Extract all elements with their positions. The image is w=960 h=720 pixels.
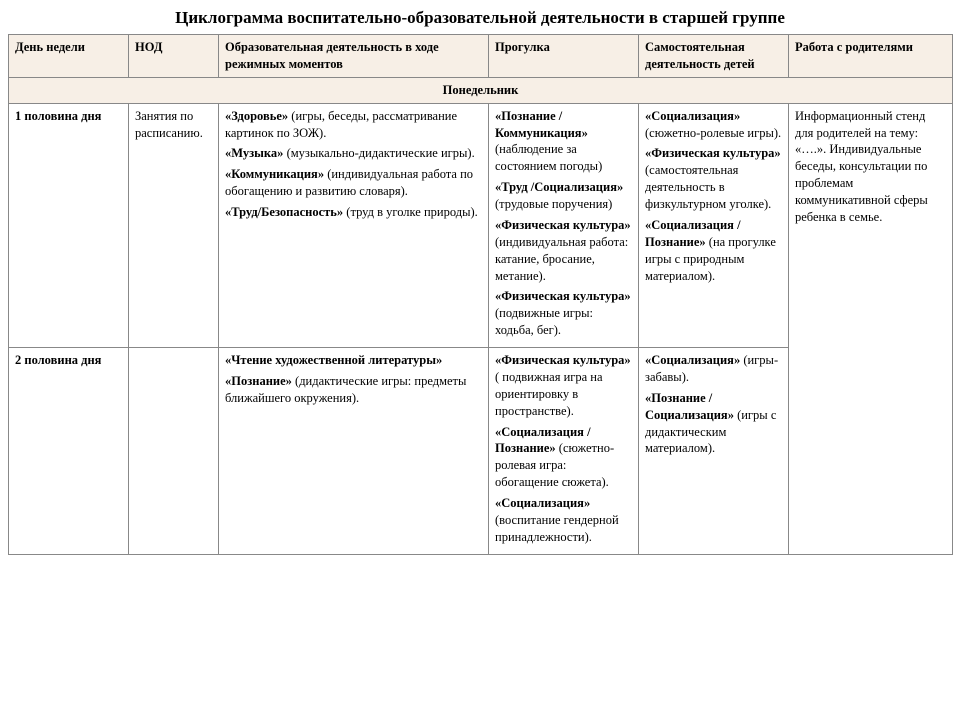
day-label: Понедельник bbox=[9, 77, 953, 103]
cell-parents: Информационный стенд для родителей на те… bbox=[789, 103, 953, 554]
cell-nod-2 bbox=[129, 348, 219, 555]
th-walk: Прогулка bbox=[489, 35, 639, 78]
cell-walk-1: «Познание /Коммуникация» (наблюдение за … bbox=[489, 103, 639, 347]
cell-edu-2: «Чтение художественной литературы» «Позн… bbox=[219, 348, 489, 555]
cell-part-2: 2 половина дня bbox=[9, 348, 129, 555]
cell-self-1: «Социализация» (сюжетно-ролевые игры). «… bbox=[639, 103, 789, 347]
cell-walk-2: «Физическая культура» ( подвижная игра н… bbox=[489, 348, 639, 555]
th-nod: НОД bbox=[129, 35, 219, 78]
table-row: 1 половина дня Занятия по расписанию. «З… bbox=[9, 103, 953, 347]
th-self: Самостоятельная деятельность детей bbox=[639, 35, 789, 78]
th-edu: Образовательная деятельность в ходе режи… bbox=[219, 35, 489, 78]
th-parents: Работа с родителями bbox=[789, 35, 953, 78]
page-title: Циклограмма воспитательно-образовательно… bbox=[8, 8, 952, 28]
header-row: День недели НОД Образовательная деятельн… bbox=[9, 35, 953, 78]
cell-self-2: «Социализация» (игры-забавы). «Познание … bbox=[639, 348, 789, 555]
cell-part-1: 1 половина дня bbox=[9, 103, 129, 347]
cyclogram-table: День недели НОД Образовательная деятельн… bbox=[8, 34, 953, 555]
th-daypart: День недели bbox=[9, 35, 129, 78]
day-row: Понедельник bbox=[9, 77, 953, 103]
cell-nod-1: Занятия по расписанию. bbox=[129, 103, 219, 347]
cell-edu-1: «Здоровье» (игры, беседы, рассматривание… bbox=[219, 103, 489, 347]
